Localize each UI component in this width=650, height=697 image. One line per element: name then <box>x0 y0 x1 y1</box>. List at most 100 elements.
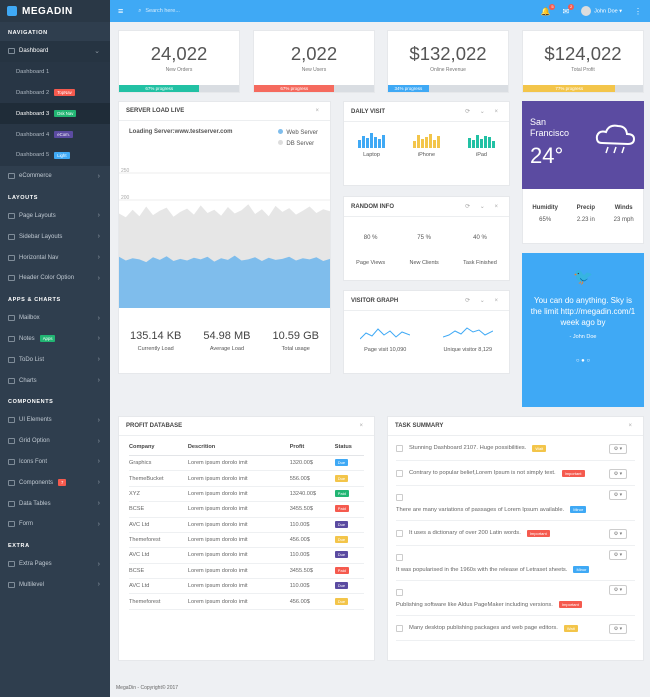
sidebar-item-dashboard-3[interactable]: Dashboard 3 Dsk Nav <box>0 103 110 125</box>
gear-icon[interactable]: ⚙ ▾ <box>609 469 627 479</box>
task-checkbox[interactable] <box>396 624 403 632</box>
sidebar-item-multilevel[interactable]: Multilevel › <box>0 575 110 596</box>
sidebar-item-label: UI Elements <box>19 417 52 424</box>
table-row[interactable]: Themeforest Lorem ipsum dorolo imit 456.00… <box>129 593 364 610</box>
sidebar-item-horizontal-nav[interactable]: Horizontal Nav › <box>0 247 110 268</box>
status-badge: Due <box>334 520 349 528</box>
sidebar-item-page-layouts[interactable]: Page Layouts › <box>0 206 110 227</box>
table-row[interactable]: AVC Ltd Lorem ipsum dorolo imit 110.00$ Due <box>129 547 364 564</box>
close-icon[interactable]: × <box>359 423 367 429</box>
table-row[interactable]: XYZ Lorem ipsum dorolo imit 13240.00$ Paid <box>129 486 364 503</box>
mini-bar <box>417 135 420 148</box>
sidebar-item-dashboard-2[interactable]: Dashboard 2 TopNav <box>0 82 110 104</box>
sidebar-item-label: Multilevel <box>19 581 45 588</box>
server-load-card: SERVER LOAD LIVE × Loading Server:www.tes… <box>118 101 331 374</box>
sidebar: MEGADIN NAVIGATION Dashboard ⌄ Dashboard… <box>0 0 110 697</box>
sidebar-item-ecommerce[interactable]: eCommerce › <box>0 166 110 187</box>
twitter-card: 🐦 You can do anything. Sky is the limit … <box>522 253 644 407</box>
sidebar-item-dashboard[interactable]: Dashboard ⌄ <box>0 41 110 62</box>
menu-icon[interactable]: ≡ <box>118 6 124 16</box>
brand[interactable]: MEGADIN <box>0 0 110 22</box>
sidebar-item-header-color-option[interactable]: Header Color Option › <box>0 268 110 289</box>
table-row[interactable]: BCSE Lorem ipsum dorolo imit 3455.50$ Paid <box>129 501 364 518</box>
card-tools[interactable]: ⟳ ⌄ × <box>465 109 502 115</box>
notes-icon <box>8 335 15 342</box>
card-tools[interactable]: ⟳ ⌄ × <box>465 298 502 304</box>
gear-icon[interactable]: ⚙ ▾ <box>609 550 627 560</box>
search-box[interactable]: ⌕ Search here... <box>138 8 180 15</box>
task-badge: Important <box>558 600 582 608</box>
table-row[interactable]: Graphics Lorem ipsum dorolo imit 1320.00$ D… <box>129 455 364 472</box>
weather-city: San Francisco <box>530 117 570 138</box>
cell-profit: 3455.50$ <box>289 501 335 518</box>
mail-icon[interactable]: ✉ 2 <box>562 3 575 16</box>
sidebar-item-label: Data Tables <box>19 500 51 507</box>
cell-profit: 13240.00$ <box>289 486 335 503</box>
cell-desc: Lorem ipsum dorolo imit <box>187 593 290 610</box>
more-vertical-icon[interactable]: ⋮ <box>634 6 642 16</box>
gear-icon[interactable]: ⚙ ▾ <box>609 624 627 634</box>
task-checkbox[interactable] <box>396 588 403 596</box>
daily-visit-label: iPhone <box>417 152 436 158</box>
gear-icon[interactable]: ⚙ ▾ <box>609 444 627 454</box>
user-menu[interactable]: John Doe ▾ <box>581 6 622 16</box>
task-checkbox[interactable] <box>396 444 403 452</box>
mini-bar <box>480 139 483 148</box>
mini-bar <box>378 139 381 148</box>
sidebar-item-todo-list[interactable]: ToDo List › <box>0 349 110 370</box>
table-row[interactable]: ThemeBucket Lorem ipsum dorolo imit 556.00… <box>129 470 364 487</box>
sidebar-item-label: Dashboard 2 <box>16 89 50 96</box>
sidebar-item-label: Header Color Option <box>19 275 75 282</box>
sidebar-item-charts[interactable]: Charts › <box>0 370 110 391</box>
card-title: DAILY VISIT <box>351 108 386 115</box>
task-checkbox[interactable] <box>396 553 403 561</box>
task-text: Many desktop publishing packages and web… <box>409 625 558 631</box>
sidebar-item-dashboard-4[interactable]: Dashboard 4 eCom. <box>0 124 110 145</box>
metric-label: Total usage <box>281 346 310 352</box>
metric-value: 135.14 KB <box>130 330 182 342</box>
task-text: Stunning Dashboard 2107. Huge possibilit… <box>409 445 527 451</box>
table-row[interactable]: AVC Ltd Lorem ipsum dorolo imit 110.00$ Due <box>129 517 364 533</box>
task-checkbox[interactable] <box>396 493 403 501</box>
sidebar-item-form[interactable]: Form › <box>0 514 110 535</box>
card-tools[interactable]: ⟳ ⌄ × <box>465 204 502 210</box>
sidebar-item-components[interactable]: Components 7 › <box>0 472 110 493</box>
daily-visit-item: iPad <box>468 132 495 158</box>
gear-icon[interactable]: ⚙ ▾ <box>609 529 627 539</box>
page-icon <box>8 212 15 219</box>
sidebar-item-extra-pages[interactable]: Extra Pages › <box>0 554 110 575</box>
gear-icon[interactable]: ⚙ ▾ <box>609 585 627 595</box>
task-checkbox[interactable] <box>396 469 403 477</box>
gear-icon[interactable]: ⚙ ▾ <box>609 490 627 500</box>
table-row[interactable]: AVC Ltd Lorem ipsum dorolo imit 110.00$ Due <box>129 578 364 595</box>
random-info-value: 75 % <box>417 235 431 241</box>
sidebar-item-mailbox[interactable]: Mailbox › <box>0 308 110 329</box>
sidebar-item-dashboard-5[interactable]: Dashboard 5 Light <box>0 144 110 166</box>
ui-icon <box>8 417 15 424</box>
close-icon[interactable]: × <box>315 108 323 114</box>
carousel-dots[interactable]: ○ ● ○ <box>575 358 591 364</box>
legend-web: Web Server <box>278 129 318 136</box>
table-row[interactable]: Themeforest Lorem ipsum dorolo imit 456.00… <box>129 532 364 549</box>
random-info-value: 40 % <box>473 235 487 241</box>
task-checkbox[interactable] <box>396 529 403 537</box>
bell-icon[interactable]: 🔔 5 <box>540 3 556 16</box>
mini-bar <box>362 136 365 148</box>
random-info-label: Page Views <box>356 260 386 266</box>
stat-card: $132,022 Online Revenue 34% progress <box>387 30 509 93</box>
close-icon[interactable]: × <box>628 423 636 429</box>
multilevel-icon <box>8 581 15 588</box>
mini-bar <box>484 136 487 148</box>
sidebar-item-dashboard-1[interactable]: Dashboard 1 <box>0 61 110 83</box>
search-input[interactable]: Search here... <box>145 8 180 14</box>
table-row[interactable]: BCSE Lorem ipsum dorolo imit 3455.50$ Paid <box>129 563 364 580</box>
mini-bar <box>358 140 361 148</box>
sidebar-item-label: Dashboard 1 <box>16 69 50 76</box>
sidebar-item-grid-option[interactable]: Grid Option › <box>0 431 110 452</box>
sidebar-item-data-tables[interactable]: Data Tables › <box>0 493 110 514</box>
sidebar-item-sidebar-layouts[interactable]: Sidebar Layouts › <box>0 226 110 247</box>
sidebar-item-icons-font[interactable]: Icons Font › <box>0 452 110 473</box>
sidebar-item-ui-elements[interactable]: UI Elements › <box>0 410 110 431</box>
sidebar-item-notes[interactable]: Notes Apps › <box>0 329 110 350</box>
status-badge: Due <box>334 474 349 482</box>
